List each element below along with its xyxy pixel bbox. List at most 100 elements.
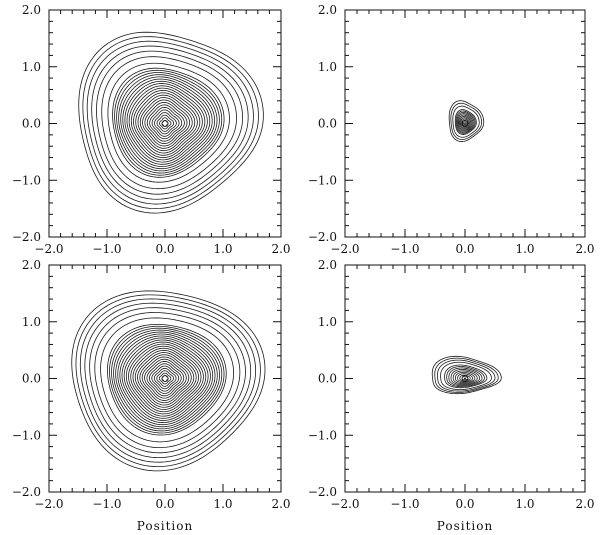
x-tick-label: −1.0 xyxy=(390,242,419,256)
contour-line xyxy=(107,323,227,436)
contour-line xyxy=(121,337,211,421)
contour-center xyxy=(461,120,469,127)
y-tick-label: −1.0 xyxy=(308,428,337,442)
panel-bottom-right: −2.0 −1.0 0.0 1.0 2.0 −2.0 −1.0 0.0 1.0 2.0 Positi… xyxy=(308,258,595,533)
y-tick-label: −1.0 xyxy=(12,428,41,442)
contour-line xyxy=(464,122,466,125)
contour-line xyxy=(120,76,216,170)
contour-center xyxy=(161,375,169,382)
contour-line xyxy=(144,102,188,144)
contour-line xyxy=(458,114,473,131)
y-tick-label: −2.0 xyxy=(308,230,337,244)
contour-line xyxy=(463,377,467,380)
contour-line xyxy=(151,109,180,137)
contour-line xyxy=(118,74,218,172)
x-tick-label: 0.0 xyxy=(455,497,474,511)
contour-line xyxy=(460,117,471,129)
contour-line xyxy=(71,290,266,472)
y-tick-label: −2.0 xyxy=(308,485,337,499)
contour-line xyxy=(463,121,467,126)
contour-line xyxy=(142,99,191,147)
x-axis-label: Position xyxy=(137,519,193,533)
contour-line xyxy=(130,87,203,158)
x-tick-label: −2.0 xyxy=(34,242,63,256)
contour-line xyxy=(75,294,261,467)
x-axis-label: Position xyxy=(437,519,493,533)
contour-line xyxy=(454,371,476,384)
contour-line xyxy=(78,31,264,214)
contour-line xyxy=(113,329,220,430)
contour-line xyxy=(446,366,485,388)
contour-line xyxy=(156,114,175,132)
contour-line xyxy=(107,62,230,183)
contour-line xyxy=(448,367,483,387)
contour-line xyxy=(96,50,243,195)
x-tick-label: 0.0 xyxy=(155,242,174,256)
contour-line xyxy=(135,92,198,154)
contour-line xyxy=(128,343,204,415)
contour-line xyxy=(144,358,187,399)
y-tick-label: 2.0 xyxy=(318,3,337,17)
contour-line xyxy=(79,298,257,463)
contour-line xyxy=(159,117,172,130)
contour-line xyxy=(137,94,196,152)
panel-top-left: −2.0 −1.0 0.0 1.0 2.0 −2.0 −1.0 0.0 1.0 2.0 xyxy=(12,3,291,256)
contour-line xyxy=(450,102,483,140)
contour-line xyxy=(146,361,185,397)
contour-line xyxy=(440,361,492,390)
contour-line xyxy=(91,45,249,200)
contour-line xyxy=(437,359,496,392)
x-tick-label: 2.0 xyxy=(271,242,290,256)
contour-line xyxy=(158,372,172,385)
x-tick-label: −1.0 xyxy=(92,497,121,511)
y-tick-label: 2.0 xyxy=(22,258,41,272)
contour-line xyxy=(156,370,174,387)
contour-line xyxy=(94,312,241,449)
x-tick-label: 0.0 xyxy=(155,497,174,511)
contour-line xyxy=(122,78,213,167)
contour-line xyxy=(151,365,180,392)
contour-line xyxy=(434,357,499,393)
contour-line xyxy=(133,90,201,156)
panel-bottom-left: −2.0 −1.0 0.0 1.0 2.0 −2.0 −1.0 0.0 1.0 2.0 Positi… xyxy=(12,258,291,533)
x-tick-label: −2.0 xyxy=(330,242,359,256)
contour-set xyxy=(78,31,264,214)
contour-line xyxy=(450,369,481,386)
y-tick-label: 1.0 xyxy=(318,315,337,329)
y-tick-label: 0.0 xyxy=(22,117,41,131)
contour-line xyxy=(100,317,235,443)
contour-line xyxy=(101,56,237,190)
contour-line xyxy=(117,333,216,426)
x-tick-label: 0.0 xyxy=(455,242,474,256)
y-tick-label: 2.0 xyxy=(318,258,337,272)
y-tick-label: 0.0 xyxy=(22,372,41,386)
contour-line xyxy=(153,367,177,390)
contour-line xyxy=(112,67,225,178)
x-tick-label: −2.0 xyxy=(330,497,359,511)
x-tick-label: −2.0 xyxy=(34,497,63,511)
contour-line xyxy=(125,341,207,417)
x-tick-label: −1.0 xyxy=(92,242,121,256)
contour-line xyxy=(452,370,478,385)
y-tick-label: 0.0 xyxy=(318,117,337,131)
contour-line xyxy=(459,115,472,130)
contour-line xyxy=(146,104,185,142)
contour-line xyxy=(457,373,473,383)
plot-frame xyxy=(48,264,282,493)
contour-line xyxy=(149,107,183,140)
y-tick-label: −1.0 xyxy=(12,173,41,187)
x-tick-label: 2.0 xyxy=(575,497,594,511)
contour-line xyxy=(456,111,475,133)
contour-line xyxy=(124,80,211,165)
x-tick-label: 1.0 xyxy=(515,497,534,511)
y-tick-label: 1.0 xyxy=(22,315,41,329)
contour-line xyxy=(115,331,218,428)
y-tick-label: 1.0 xyxy=(318,60,337,74)
x-tick-label: 2.0 xyxy=(271,497,290,511)
contour-line xyxy=(139,97,193,149)
contour-line xyxy=(84,302,252,459)
contour-set xyxy=(71,290,266,472)
contour-line xyxy=(452,105,480,138)
contour-set xyxy=(448,100,485,142)
panel-top-right: −2.0 −1.0 0.0 1.0 2.0 −2.0 −1.0 0.0 1.0 2.0 xyxy=(308,3,595,256)
